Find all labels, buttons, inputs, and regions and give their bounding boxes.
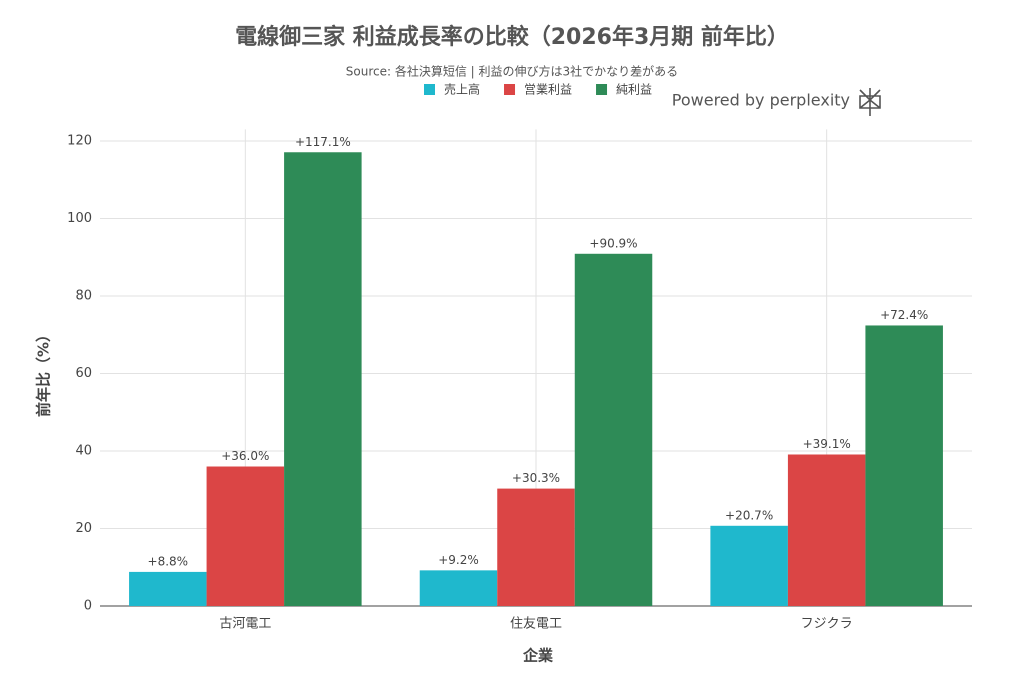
y-tick-label: 120 xyxy=(67,134,92,149)
y-tick-label: 80 xyxy=(75,289,92,304)
bar xyxy=(129,571,207,606)
bar xyxy=(497,488,575,606)
bar xyxy=(574,253,653,606)
bar xyxy=(419,570,498,606)
x-tick-label: フジクラ xyxy=(801,617,853,632)
bar xyxy=(710,525,788,606)
chart-title: 電線御三家 利益成長率の比較（2026年3月期 前年比） xyxy=(235,24,789,50)
value-label: +20.7% xyxy=(725,508,773,522)
value-label: +90.9% xyxy=(589,236,637,250)
bar xyxy=(787,454,866,606)
value-label: +9.2% xyxy=(438,553,479,567)
y-tick-label: 20 xyxy=(75,521,92,536)
legend-label: 純利益 xyxy=(616,83,652,97)
bar xyxy=(284,152,362,607)
watermark: Powered by perplexity xyxy=(672,88,881,116)
logo xyxy=(859,88,881,116)
legend-label: 売上高 xyxy=(444,82,480,97)
y-axis-label: 前年比（%） xyxy=(35,327,53,417)
x-tick-label: 古河電工 xyxy=(219,617,271,632)
legend-swatch xyxy=(504,84,516,95)
watermark-text: Powered by perplexity xyxy=(672,91,850,110)
legend-swatch xyxy=(424,84,435,95)
value-label: +117.1% xyxy=(295,135,351,149)
y-tick-label: 40 xyxy=(75,444,92,459)
x-tick-label: 住友電工 xyxy=(510,616,562,632)
x-axis-label: 企業 xyxy=(522,647,554,665)
y-tick-label: 100 xyxy=(67,211,92,226)
y-tick-label: 60 xyxy=(75,366,92,381)
value-label: +30.3% xyxy=(512,471,560,485)
value-label: +39.1% xyxy=(803,437,851,451)
chart-subtitle: Source: 各社決算短信 | 利益の伸び方は3社でかなり差がある xyxy=(346,64,678,79)
bar xyxy=(865,325,943,606)
bar xyxy=(206,466,285,606)
value-label: +8.8% xyxy=(148,554,189,568)
value-label: +72.4% xyxy=(880,308,928,322)
legend-swatch xyxy=(596,84,608,95)
value-label: +36.0% xyxy=(221,449,269,463)
y-tick-label: 0 xyxy=(84,599,92,614)
legend-label: 営業利益 xyxy=(524,83,572,97)
